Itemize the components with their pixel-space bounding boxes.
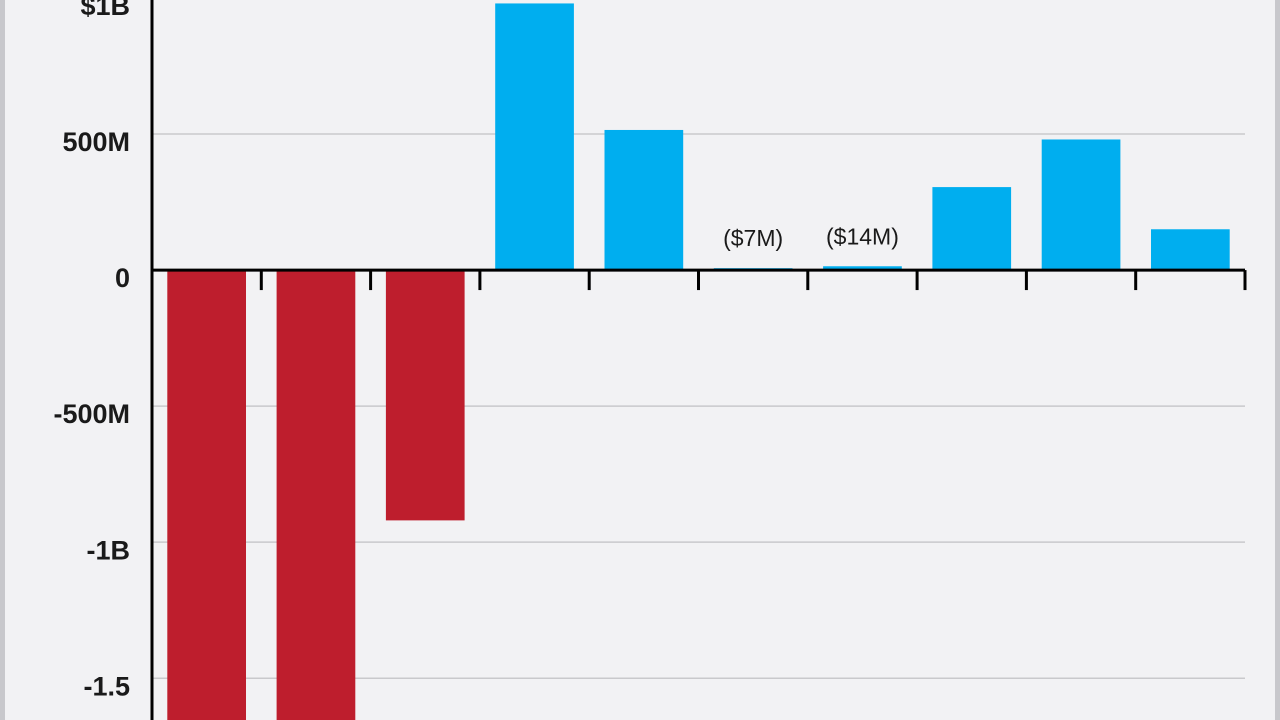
bar (1041, 139, 1121, 271)
bars: ($7M) ($14M) (167, 3, 1230, 720)
y-tick-label: 0 (115, 263, 130, 293)
frame-edge (0, 0, 5, 720)
bar (276, 270, 356, 720)
bar (932, 187, 1012, 271)
bar (495, 3, 574, 271)
bar (604, 129, 684, 271)
axes: -1.5 -1B -500M 0 500M $1B (53, 0, 1247, 720)
frame-edge (1275, 0, 1280, 720)
value-label: ($7M) (723, 225, 783, 251)
y-tick-label: -1B (86, 535, 130, 565)
value-label: ($14M) (826, 223, 899, 249)
y-tick-label: 500M (62, 127, 130, 157)
bar (1151, 229, 1230, 271)
bar (823, 266, 902, 271)
bar (385, 270, 465, 521)
bar (167, 270, 246, 720)
y-tick-label: -1.5 (83, 671, 130, 701)
y-tick-label: -500M (53, 399, 130, 429)
y-tick-label: $1B (80, 0, 130, 21)
